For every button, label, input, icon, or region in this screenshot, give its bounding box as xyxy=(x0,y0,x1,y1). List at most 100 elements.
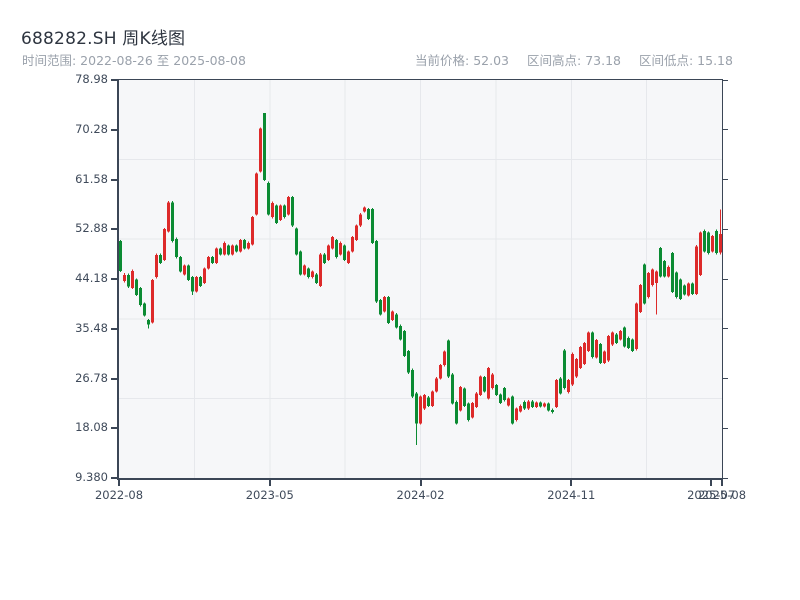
candle-body xyxy=(215,248,218,263)
current-price-stat: 当前价格: 52.03 xyxy=(415,53,509,68)
candle-body xyxy=(387,297,390,323)
candle-body xyxy=(171,202,174,242)
candle-body xyxy=(575,358,578,377)
candle-body xyxy=(675,272,678,298)
y-tick-mark xyxy=(111,427,117,430)
y-tick-mark xyxy=(111,79,117,81)
candle-body xyxy=(667,266,670,277)
candle-body xyxy=(695,246,698,294)
candle-body xyxy=(123,274,126,282)
y-tick-mark-right xyxy=(723,328,728,330)
y-tick-label: 9.380 xyxy=(75,470,108,484)
candle-body xyxy=(615,334,618,343)
candle-body xyxy=(363,207,366,212)
candle-body xyxy=(699,232,702,275)
candle-body xyxy=(139,288,142,306)
candle-body xyxy=(255,173,258,215)
x-tick-mark xyxy=(118,480,120,486)
y-tick-mark-right xyxy=(723,228,728,230)
candle-body xyxy=(207,257,210,269)
plot-area xyxy=(117,79,723,480)
candle-body xyxy=(555,380,558,407)
candle-body xyxy=(671,253,674,293)
candle-body xyxy=(283,205,286,218)
y-tick-mark xyxy=(111,477,117,479)
candle-body xyxy=(163,229,166,260)
candle-body xyxy=(419,396,422,424)
candle-body xyxy=(475,393,478,407)
y-tick-mark-right xyxy=(723,378,728,379)
candle-body xyxy=(415,393,418,424)
candle-body xyxy=(607,336,610,361)
candle-body xyxy=(619,330,622,340)
candle-body xyxy=(395,314,398,328)
y-tick-mark-right xyxy=(723,79,728,81)
candle-body xyxy=(275,205,278,223)
candle-body xyxy=(551,409,554,413)
candle-body xyxy=(239,240,242,252)
candle-body xyxy=(543,403,546,407)
candle-body xyxy=(439,365,442,379)
y-tick-mark-right xyxy=(723,278,728,280)
y-tick-label: 44.18 xyxy=(75,271,108,285)
x-tick-label: 2024-02 xyxy=(396,488,445,502)
candle-body xyxy=(515,408,518,421)
candle-body xyxy=(295,228,298,255)
candle-body xyxy=(459,387,462,411)
candle-body xyxy=(431,391,434,406)
y-tick-mark-right xyxy=(723,129,728,131)
candle-body xyxy=(423,395,426,409)
y-tick-label: 18.08 xyxy=(75,420,108,435)
candle-body xyxy=(707,232,710,254)
candle-body xyxy=(287,197,290,215)
y-tick-mark xyxy=(111,178,117,181)
candle-body xyxy=(127,274,130,287)
candle-body xyxy=(311,271,314,278)
candle-body xyxy=(379,300,382,315)
candle-body xyxy=(603,351,606,363)
candle-body xyxy=(539,402,542,407)
candle-body xyxy=(531,401,534,407)
page-title: 688282.SH 周K线图 xyxy=(21,29,186,49)
candle-body xyxy=(131,270,134,289)
candle-body xyxy=(223,242,226,255)
candle-body xyxy=(579,346,582,369)
candle-body xyxy=(359,214,362,226)
candle-body xyxy=(315,274,318,283)
candle-body xyxy=(187,265,190,280)
candle-body xyxy=(427,397,430,406)
candlestick-chart xyxy=(119,80,722,478)
candle-body xyxy=(659,248,662,277)
candle-body xyxy=(271,202,274,218)
candle-body xyxy=(611,332,614,345)
candle-body xyxy=(495,385,498,395)
y-tick-mark xyxy=(111,327,117,330)
candle-body xyxy=(651,269,654,286)
candle-body xyxy=(367,209,370,219)
candle-body xyxy=(231,245,234,255)
candle-body xyxy=(167,202,170,232)
candle-body xyxy=(191,277,194,292)
candle-body xyxy=(203,268,206,283)
candle-body xyxy=(279,205,282,220)
x-tick-label: 2022-08 xyxy=(94,488,144,502)
y-tick-mark xyxy=(111,377,117,380)
candle-body xyxy=(175,238,178,258)
y-tick-label: 61.58 xyxy=(75,171,108,186)
candle-body xyxy=(199,277,202,286)
candle-body xyxy=(523,401,526,409)
candle-body xyxy=(339,242,342,255)
candle-body xyxy=(467,403,470,421)
candle-body xyxy=(299,251,302,275)
candle-body xyxy=(719,234,722,253)
candle-body xyxy=(583,342,586,365)
candle-body xyxy=(715,230,718,254)
candle-body xyxy=(479,376,482,395)
candle-body xyxy=(335,240,338,258)
candle-body xyxy=(511,396,514,424)
candle-body xyxy=(595,340,598,358)
candle-body xyxy=(703,230,706,252)
candle-body xyxy=(391,311,394,321)
candle-body xyxy=(247,242,250,249)
candle-body xyxy=(507,398,510,406)
